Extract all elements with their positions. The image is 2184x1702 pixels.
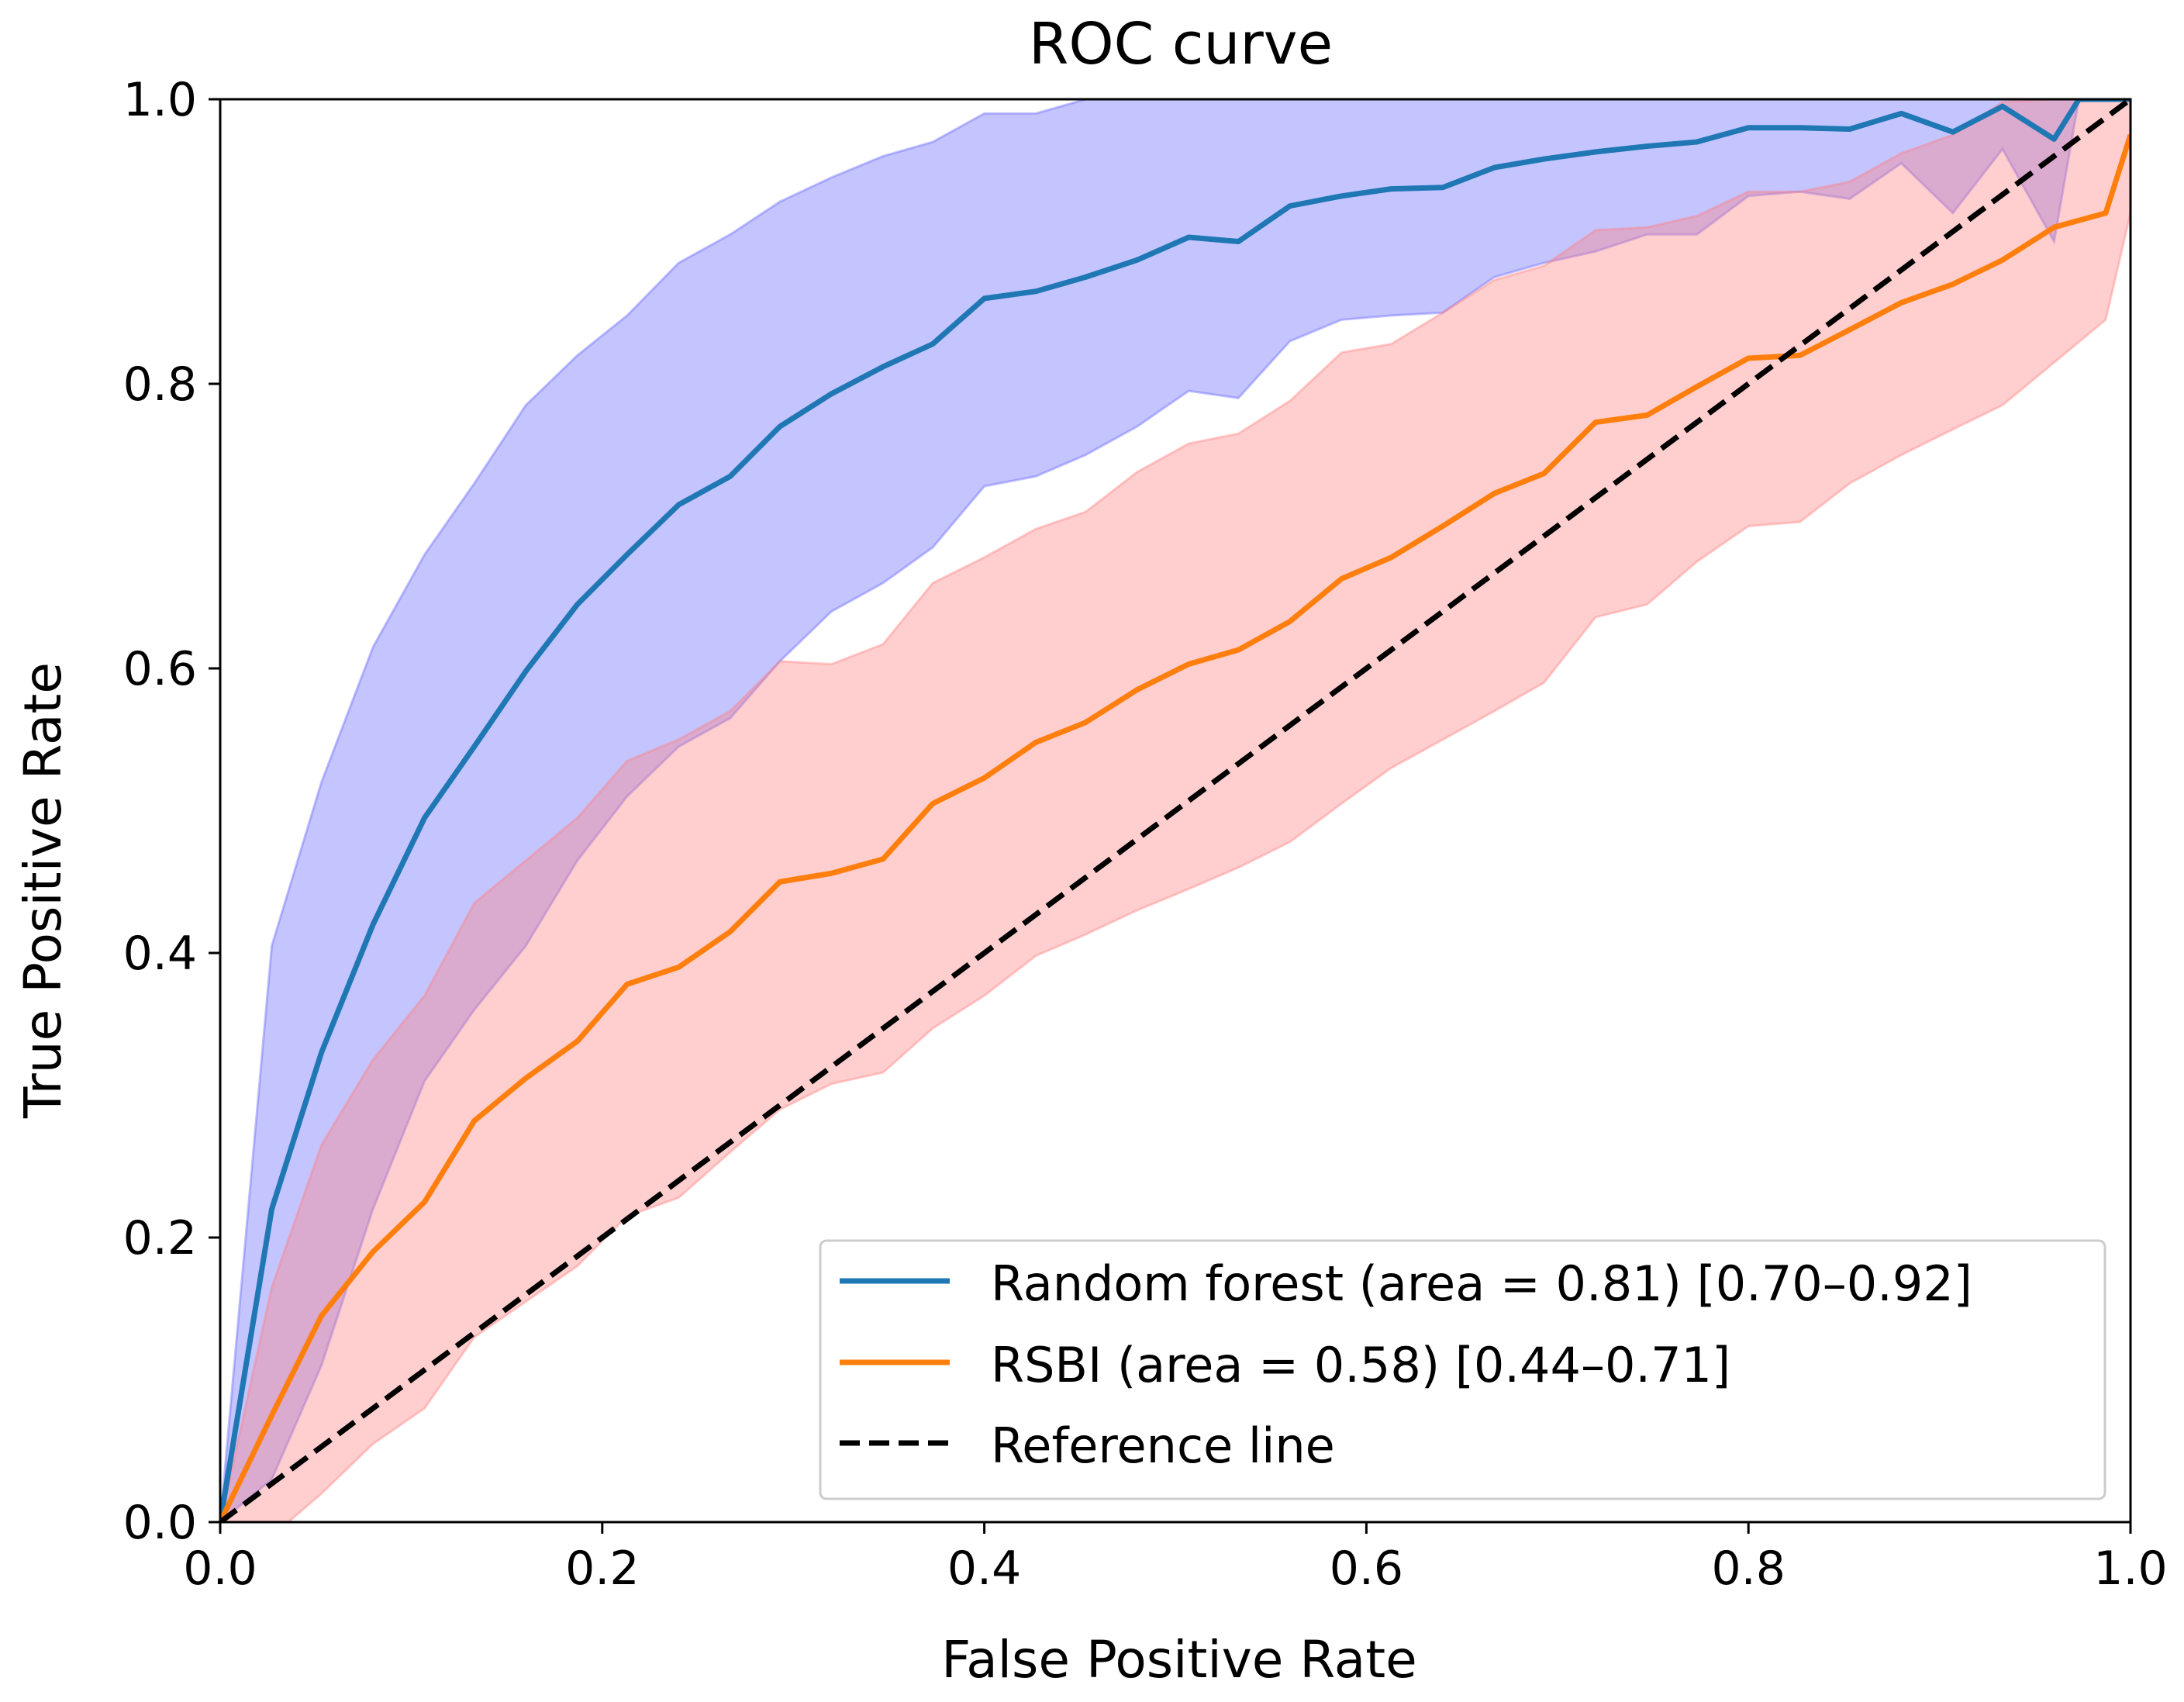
legend-label-rsbi: RSBI (area = 0.58) [0.44–0.71] [991,1337,1730,1393]
plot-frame [219,98,2132,1524]
y-tick-label: 0.8 [123,357,197,412]
y-tick-label: 1.0 [123,73,197,127]
y-tick-label: 0.4 [123,927,197,981]
random-forest-line [220,99,2131,1522]
legend-box [819,1239,2106,1500]
x-tick-label: 0.4 [947,1541,1021,1596]
rsbi-line [220,133,2131,1522]
legend-label-reference-line: Reference line [991,1417,1335,1474]
roc-lines [220,99,2131,1522]
reference-line [220,99,2131,1522]
x-tick-label: 0.0 [183,1541,257,1596]
x-tick-label: 0.8 [1711,1541,1785,1596]
legend: Random forest (area = 0.81) [0.70–0.92] … [819,1239,2106,1500]
y-tick-label: 0.6 [123,642,197,696]
x-tick-label: 0.6 [1330,1541,1403,1596]
x-tick-label: 1.0 [2093,1541,2167,1596]
x-axis-ticks: 0.0 0.2 0.4 0.6 0.8 1.0 [183,1522,2168,1596]
x-tick-label: 0.2 [565,1541,639,1596]
random-forest-ci-band [220,99,2131,1522]
legend-label-random-forest: Random forest (area = 0.81) [0.70–0.92] [991,1255,1972,1312]
chart-title: ROC curve [1029,11,1333,78]
y-tick-label: 0.2 [123,1211,197,1265]
y-axis-ticks: 0.0 0.2 0.4 0.6 0.8 1.0 [123,73,220,1550]
y-tick-label: 0.0 [123,1496,197,1550]
y-axis-label: True Positive Rate [13,662,73,1119]
x-axis-label: False Positive Rate [941,1630,1416,1690]
